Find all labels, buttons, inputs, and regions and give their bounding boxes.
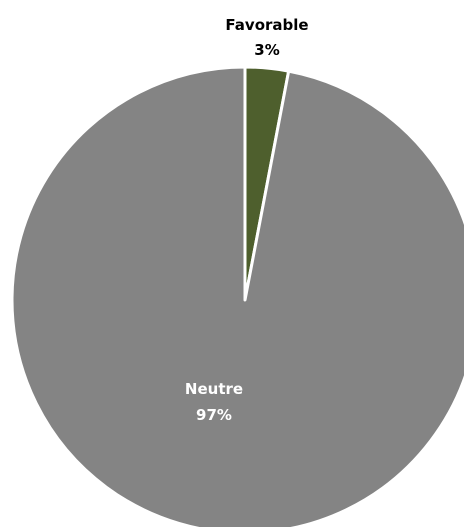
pie-slices (10, 65, 464, 527)
slice-label-neutre: Neutre (185, 380, 243, 398)
slice-value-favorable: 3% (254, 41, 279, 59)
slice-label-favorable: Favorable (225, 16, 308, 34)
pie-slice-neutre (10, 65, 464, 527)
slice-value-neutre: 97% (196, 406, 232, 424)
